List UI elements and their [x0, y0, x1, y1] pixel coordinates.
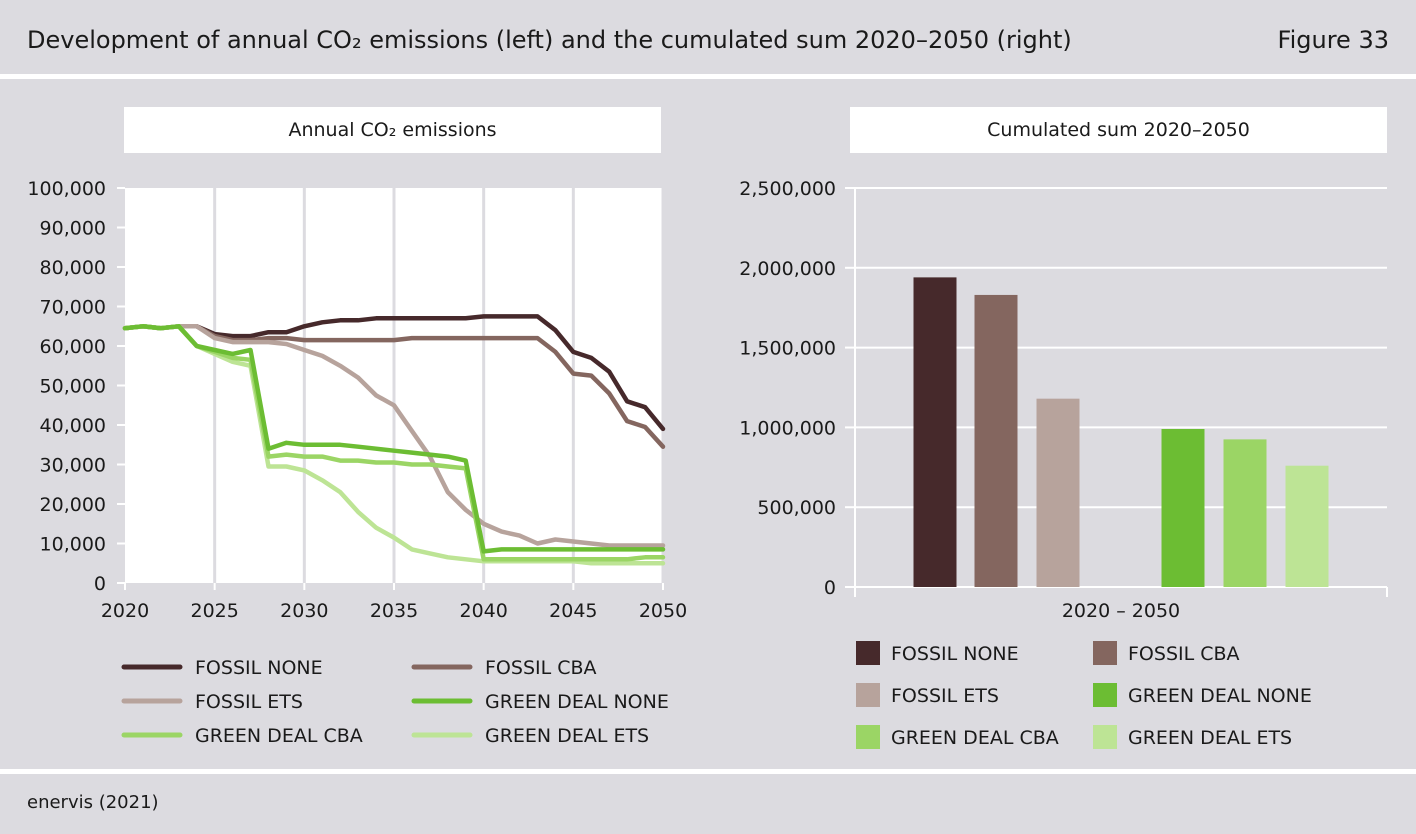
bar-legend-swatch-green-deal-ets — [1093, 725, 1117, 749]
bar-category-label: 2020 – 2050 — [1062, 600, 1180, 622]
bar-legend-swatch-fossil-ets — [856, 683, 880, 707]
bar-legend-label-fossil-cba: FOSSIL CBA — [1128, 643, 1240, 665]
line-y-tick-label: 90,000 — [40, 218, 106, 240]
bar-chart: 0 500,000 1,000,000 1,500,000 2,000,000 2,500… — [739, 178, 1388, 622]
line-y-tick-label: 10,000 — [40, 534, 106, 556]
bar-y-tick-label: 2,500,000 — [739, 178, 836, 200]
bar-y-tick-label: 1,000,000 — [739, 417, 836, 439]
line-x-tick-label: 2045 — [549, 600, 597, 622]
line-legend-label-green-deal-cba: GREEN DEAL CBA — [195, 725, 363, 747]
line-series-fossil-ets — [122, 324, 666, 548]
line-y-tick-label: 40,000 — [40, 415, 106, 437]
bar-legend-label-fossil-ets: FOSSIL ETS — [891, 685, 999, 707]
bar-legend-swatch-green-deal-none — [1093, 683, 1117, 707]
line-legend-label-fossil-cba: FOSSIL CBA — [485, 657, 597, 679]
line-legend-label-green-deal-none: GREEN DEAL NONE — [485, 691, 669, 713]
bar-y-tick-label: 0 — [824, 577, 836, 599]
line-y-tick-label: 70,000 — [40, 297, 106, 319]
figure-title: Development of annual CO₂ emissions (lef… — [27, 26, 1072, 54]
line-chart-legend: FOSSIL NONE FOSSIL CBA FOSSIL ETS GREEN DEA… — [121, 657, 669, 747]
bar-legend-label-green-deal-cba: GREEN DEAL CBA — [891, 727, 1059, 749]
figure-header: Development of annual CO₂ emissions (lef… — [0, 0, 1416, 74]
line-y-tick-label: 100,000 — [27, 178, 106, 200]
bar-green-deal-ets — [1285, 465, 1329, 587]
bar-fossil-cba — [974, 294, 1018, 587]
line-y-tick-label: 60,000 — [40, 336, 106, 358]
line-x-tick-label: 2050 — [639, 600, 687, 622]
footer-divider — [0, 769, 1416, 774]
line-y-tick-label: 50,000 — [40, 376, 106, 398]
line-legend-label-fossil-ets: FOSSIL ETS — [195, 691, 303, 713]
bar-legend-swatch-fossil-cba — [1093, 641, 1117, 665]
bar-y-tick-label: 2,000,000 — [739, 258, 836, 280]
bar-fossil-none — [913, 277, 957, 587]
line-x-tick-label: 2035 — [370, 600, 418, 622]
source-note: enervis (2021) — [27, 792, 159, 813]
line-y-tick-label: 20,000 — [40, 494, 106, 516]
line-y-tick-label: 80,000 — [40, 257, 106, 279]
line-x-tick-label: 2020 — [101, 600, 149, 622]
bar-legend-label-green-deal-ets: GREEN DEAL ETS — [1128, 727, 1292, 749]
bar-legend-swatch-green-deal-cba — [856, 725, 880, 749]
line-legend-label-green-deal-ets: GREEN DEAL ETS — [485, 725, 649, 747]
line-chart: 2020 2025 2030 2035 2040 2045 2050 0 10,000 20,00… — [27, 178, 687, 622]
bar-chart-legend: FOSSIL NONE FOSSIL CBA FOSSIL ETS GREEN DEA… — [856, 641, 1312, 749]
bar-legend-swatch-fossil-none — [856, 641, 880, 665]
header-divider — [0, 74, 1416, 79]
line-series-green-deal-none — [122, 324, 666, 554]
bar-y-tick-label: 500,000 — [757, 497, 836, 519]
line-y-tick-label: 30,000 — [40, 455, 106, 477]
bar-chart-title: Cumulated sum 2020–2050 — [850, 107, 1387, 153]
bar-legend-label-green-deal-none: GREEN DEAL NONE — [1128, 685, 1312, 707]
line-x-tick-label: 2040 — [459, 600, 507, 622]
bar-legend-label-fossil-none: FOSSIL NONE — [891, 643, 1019, 665]
bar-green-deal-cba — [1223, 439, 1267, 587]
bar-fossil-ets — [1036, 398, 1080, 587]
line-x-tick-label: 2030 — [280, 600, 328, 622]
bar-y-tick-label: 1,500,000 — [739, 338, 836, 360]
bar-green-deal-none — [1161, 428, 1205, 587]
line-x-tick-label: 2025 — [190, 600, 238, 622]
line-chart-title: Annual CO₂ emissions — [124, 107, 661, 153]
line-y-tick-label: 0 — [94, 573, 106, 595]
figure-number: Figure 33 — [1277, 26, 1389, 54]
line-legend-label-fossil-none: FOSSIL NONE — [195, 657, 323, 679]
